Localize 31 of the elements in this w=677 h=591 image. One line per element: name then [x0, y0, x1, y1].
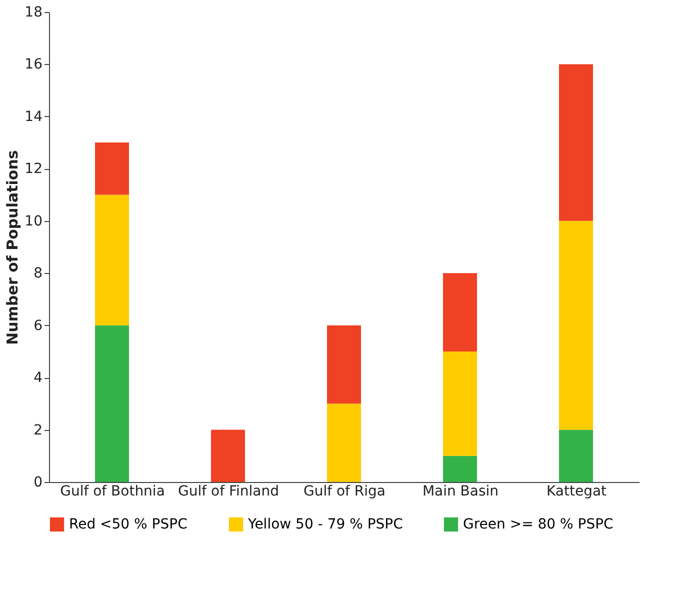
bar [95, 142, 129, 195]
legend-label: Yellow 50 - 79 % PSPC [247, 516, 404, 532]
x-tick-label: Main Basin [422, 484, 499, 500]
y-axis-title: Number of Populations [4, 150, 22, 345]
y-tick-label: 10 [24, 213, 42, 230]
y-tick-label: 0 [34, 474, 42, 490]
legend-label: Green >= 80 % PSPC [463, 516, 614, 532]
y-tick-label: 4 [34, 370, 43, 386]
legend-label: Red <50 % PSPC [69, 516, 188, 532]
bar [559, 64, 593, 221]
bar [559, 430, 593, 482]
y-tick-label: 12 [24, 161, 42, 178]
bar [327, 404, 361, 482]
x-tick-label: Gulf of Bothnia [60, 484, 165, 500]
bar [443, 273, 477, 352]
y-tick-label: 6 [34, 318, 43, 334]
y-tick-label: 18 [24, 4, 42, 20]
bar [443, 456, 477, 482]
bar [327, 325, 361, 404]
y-tick-label: 16 [24, 56, 43, 73]
bar [211, 430, 245, 482]
x-tick-label: Gulf of Finland [178, 484, 279, 500]
y-tick-label: 14 [24, 108, 43, 125]
bar [95, 325, 129, 482]
x-tick-label: Gulf of Riga [303, 484, 386, 500]
y-tick-label: 2 [34, 422, 42, 438]
bar [443, 351, 477, 456]
x-tick-label: Kattegat [546, 484, 608, 500]
y-tick-label: 8 [34, 266, 42, 282]
bar [95, 194, 129, 326]
bar [559, 220, 593, 430]
